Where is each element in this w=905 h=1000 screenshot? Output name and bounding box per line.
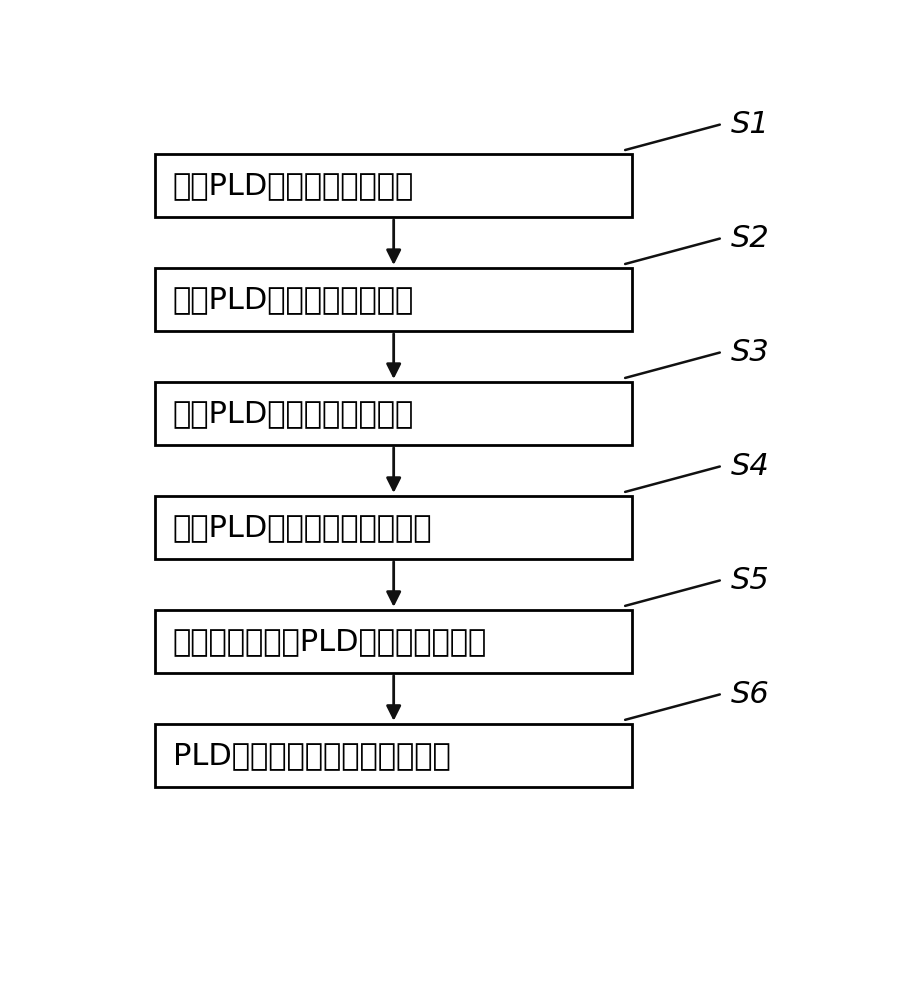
Text: S5: S5 — [730, 566, 769, 595]
Text: S4: S4 — [730, 452, 769, 481]
Text: S2: S2 — [730, 224, 769, 253]
Text: 构建PLD软件状态迁移模型: 构建PLD软件状态迁移模型 — [173, 399, 414, 428]
Text: S6: S6 — [730, 680, 769, 709]
Text: S1: S1 — [730, 110, 769, 139]
Text: 基于需求模型的PLD软件安全性分析: 基于需求模型的PLD软件安全性分析 — [173, 627, 487, 656]
Text: S3: S3 — [730, 338, 769, 367]
Bar — [156, 610, 632, 673]
Text: 确定PLD软件安全性分析规则: 确定PLD软件安全性分析规则 — [173, 513, 433, 542]
Text: 构建PLD软件功能处理模型: 构建PLD软件功能处理模型 — [173, 285, 414, 314]
Text: PLD软件安全性分析充分性检查: PLD软件安全性分析充分性检查 — [173, 741, 451, 770]
Bar — [156, 154, 632, 217]
Bar — [156, 268, 632, 331]
Bar — [156, 724, 632, 787]
Text: 构建PLD软件功能处理模型: 构建PLD软件功能处理模型 — [173, 171, 414, 200]
Bar — [156, 496, 632, 559]
Bar — [156, 382, 632, 445]
